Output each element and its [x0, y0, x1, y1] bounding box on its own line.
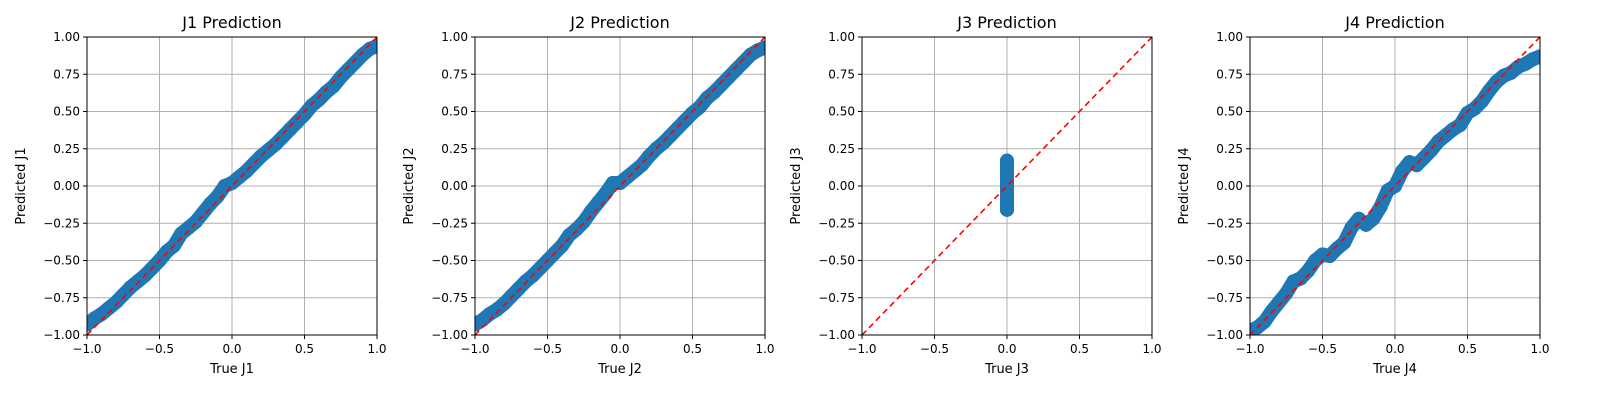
- y-tick-label: −0.25: [1206, 216, 1243, 230]
- x-tick-label: 1.0: [755, 342, 774, 356]
- chart-title: J2 Prediction: [569, 13, 669, 32]
- chart-title: J1 Prediction: [181, 13, 281, 32]
- x-tick-label: 0.0: [997, 342, 1016, 356]
- y-tick-label: 0.25: [53, 142, 80, 156]
- y-tick-label: −0.50: [431, 254, 468, 268]
- y-tick-label: −0.75: [1206, 291, 1243, 305]
- x-tick-label: 1.0: [1142, 342, 1161, 356]
- y-tick-label: −0.75: [818, 291, 855, 305]
- y-tick-label: 0.00: [441, 179, 468, 193]
- y-tick-label: −0.50: [43, 254, 80, 268]
- x-tick-label: −0.5: [145, 342, 174, 356]
- y-tick-label: −0.50: [818, 254, 855, 268]
- y-tick-label: −0.25: [43, 216, 80, 230]
- x-tick-label: 0.5: [683, 342, 702, 356]
- y-tick-label: −1.00: [1206, 328, 1243, 342]
- x-axis-label: True J2: [597, 362, 642, 377]
- y-tick-label: 0.75: [1216, 67, 1243, 81]
- scatter-points: [1000, 153, 1014, 217]
- x-axis-label: True J4: [1372, 362, 1417, 377]
- y-tick-label: 0.75: [53, 67, 80, 81]
- y-tick-label: 1.00: [441, 30, 468, 44]
- x-tick-label: 0.5: [295, 342, 314, 356]
- chart-title: J3 Prediction: [956, 13, 1056, 32]
- y-tick-label: −0.50: [1206, 254, 1243, 268]
- y-tick-label: 1.00: [1216, 30, 1243, 44]
- y-tick-label: −0.25: [818, 216, 855, 230]
- y-tick-label: −0.75: [43, 291, 80, 305]
- y-tick-label: 0.75: [441, 67, 468, 81]
- y-tick-label: −1.00: [818, 328, 855, 342]
- y-tick-label: 0.50: [53, 105, 80, 119]
- chart-panel-2: −1.0 −0.5 0.0 0.5 1.0 −1.00 −0.75 −0.50 −0.25 0.0…: [402, 13, 775, 377]
- x-tick-label: 0.0: [610, 342, 629, 356]
- x-tick-label: −0.5: [1308, 342, 1337, 356]
- x-tick-label: 1.0: [367, 342, 386, 356]
- x-tick-label: 0.5: [1070, 342, 1089, 356]
- chart-panel-3: −1.0 −0.5 0.0 0.5 1.0 −1.00 −0.75 −0.50 −0.25 0.0…: [789, 13, 1162, 377]
- chart-panel-4: −1.0 −0.5 0.0 0.5 1.0 −1.00 −0.75 −0.50 −0.25 0.0…: [1177, 13, 1550, 377]
- y-tick-label: −1.00: [43, 328, 80, 342]
- y-tick-label: 0.25: [1216, 142, 1243, 156]
- y-tick-label: 0.75: [828, 67, 855, 81]
- x-tick-label: 0.5: [1458, 342, 1477, 356]
- y-tick-label: 0.50: [828, 105, 855, 119]
- x-tick-label: −1.0: [72, 342, 101, 356]
- y-axis-label: Predicted J2: [402, 147, 417, 224]
- y-axis-label: Predicted J3: [789, 147, 804, 224]
- y-tick-label: 0.50: [1216, 105, 1243, 119]
- data-point: [758, 40, 765, 55]
- chart-title: J4 Prediction: [1344, 13, 1444, 32]
- y-tick-label: 0.00: [1216, 179, 1243, 193]
- x-tick-label: −0.5: [533, 342, 562, 356]
- y-tick-label: 0.25: [441, 142, 468, 156]
- x-tick-label: 0.0: [1385, 342, 1404, 356]
- y-tick-label: −1.00: [431, 328, 468, 342]
- data-point: [1000, 153, 1014, 168]
- y-tick-label: 1.00: [828, 30, 855, 44]
- y-tick-label: 0.25: [828, 142, 855, 156]
- x-axis-label: True J1: [209, 362, 254, 377]
- y-axis-label: Predicted J4: [1177, 147, 1192, 224]
- data-point: [1533, 49, 1540, 64]
- x-tick-label: 1.0: [1530, 342, 1549, 356]
- y-tick-label: 0.00: [828, 179, 855, 193]
- data-point: [370, 38, 377, 53]
- x-tick-label: −1.0: [1235, 342, 1264, 356]
- x-tick-label: −0.5: [920, 342, 949, 356]
- y-tick-label: 1.00: [53, 30, 80, 44]
- chart-panel-1: −1.0 −0.5 0.0 0.5 1.0 −1.00 −0.75 −0.50 −0.25 0.0…: [14, 13, 387, 377]
- y-tick-label: 0.00: [53, 179, 80, 193]
- x-tick-label: −1.0: [460, 342, 489, 356]
- y-tick-label: −0.25: [431, 216, 468, 230]
- x-tick-label: −1.0: [847, 342, 876, 356]
- y-tick-label: −0.75: [431, 291, 468, 305]
- x-tick-label: 0.0: [222, 342, 241, 356]
- x-axis-label: True J3: [984, 362, 1029, 377]
- scatter-points: [1250, 49, 1540, 335]
- y-tick-label: 0.50: [441, 105, 468, 119]
- y-axis-label: Predicted J1: [14, 147, 29, 224]
